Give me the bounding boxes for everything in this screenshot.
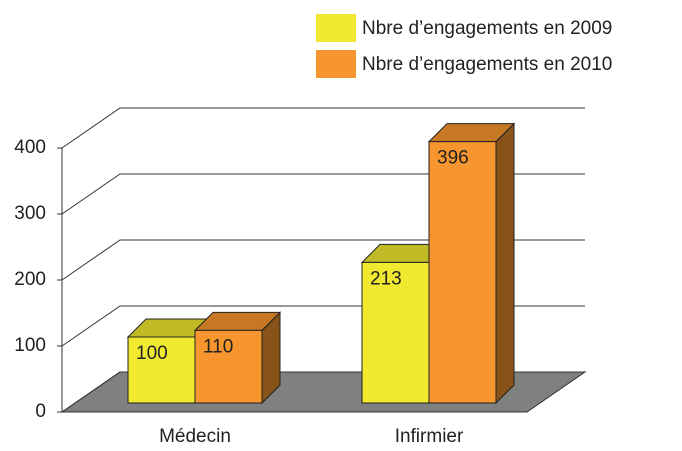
y-tick-label: 300 — [14, 203, 46, 224]
bar — [361, 261, 430, 404]
legend-label: Nbre d’engagements en 2010 — [362, 54, 612, 75]
grid-line — [61, 107, 585, 149]
legend-label: Nbre d’engagements en 2009 — [362, 18, 612, 39]
bar — [428, 141, 497, 404]
data-label: 396 — [437, 148, 469, 169]
bar — [194, 329, 263, 404]
data-label: 110 — [203, 336, 233, 357]
y-tick-label: 400 — [14, 137, 46, 158]
x-tick-label: Infirmier — [395, 426, 464, 446]
bar-side — [495, 122, 515, 405]
y-tick-label: 200 — [14, 269, 46, 290]
bar — [127, 336, 196, 404]
legend-swatch — [316, 50, 356, 78]
x-tick-label: Médecin — [159, 426, 231, 446]
data-label: 100 — [136, 343, 168, 364]
y-tick-label: 100 — [14, 335, 46, 356]
legend-swatch — [316, 14, 356, 42]
data-label: 213 — [370, 268, 402, 289]
y-tick-label: 0 — [35, 401, 46, 422]
